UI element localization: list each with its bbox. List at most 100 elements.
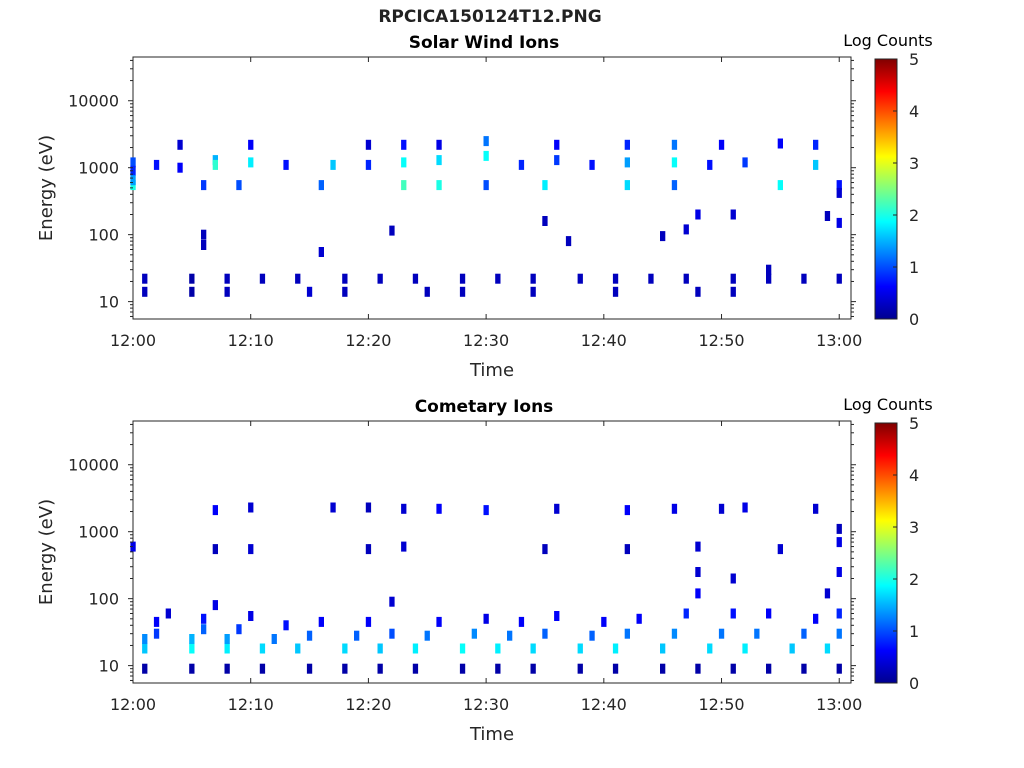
x-tick-label: 12:40 (581, 331, 627, 350)
heatmap-cell (801, 273, 807, 284)
heatmap-cell (671, 628, 678, 639)
heatmap-cell (130, 175, 136, 186)
heatmap-cell (424, 630, 430, 641)
y-axis-label: Energy (eV) (36, 499, 57, 605)
heatmap-cell (707, 643, 713, 654)
heatmap-cell (177, 139, 183, 150)
heatmap-cell (624, 180, 630, 191)
heatmap-cell (589, 630, 595, 641)
heatmap-cell (224, 643, 230, 654)
heatmap-cell (530, 273, 536, 284)
heatmap-cell (130, 165, 136, 176)
heatmap-cell (660, 663, 666, 674)
y-tick-label: 100 (88, 226, 119, 245)
heatmap-cell (483, 505, 489, 516)
heatmap-cell (695, 286, 701, 297)
heatmap-cell (306, 630, 313, 641)
heatmap-cell (671, 180, 678, 191)
x-axis-label: Time (469, 360, 514, 381)
heatmap-cell (777, 180, 783, 191)
heatmap-cell (459, 663, 466, 674)
heatmap-cell (495, 273, 501, 284)
heatmap-cell (130, 157, 136, 168)
heatmap-cell (318, 247, 324, 257)
heatmap-cell (624, 157, 630, 168)
x-tick-label: 12:10 (228, 331, 274, 350)
heatmap-cell (412, 663, 419, 674)
colorbar-tick-label: 0 (909, 674, 919, 693)
heatmap-cell (412, 273, 419, 284)
heatmap-cell (554, 611, 560, 621)
colorbar-tick-label: 1 (909, 622, 919, 641)
heatmap-cell (224, 273, 230, 284)
heatmap-cell (518, 159, 525, 170)
y-tick-label: 1000 (78, 523, 119, 542)
heatmap-cell (401, 503, 407, 514)
heatmap-cell (306, 663, 313, 674)
heatmap-cell (836, 523, 842, 534)
heatmap-cell (660, 231, 666, 242)
heatmap-cell (201, 624, 207, 635)
heatmap-cell (766, 663, 772, 674)
heatmap-cell (259, 663, 266, 674)
heatmap-cell (836, 217, 842, 228)
heatmap-cell (342, 643, 348, 654)
heatmap-cell (318, 180, 324, 191)
heatmap-cell (836, 663, 842, 674)
heatmap-cell (283, 620, 289, 631)
heatmap-cell (707, 159, 713, 170)
heatmap-cell (836, 608, 842, 619)
heatmap-cell (612, 663, 619, 674)
heatmap-cell (612, 286, 619, 297)
y-tick-label: 10000 (68, 456, 119, 475)
heatmap-cell (824, 643, 831, 654)
heatmap-cell (483, 150, 489, 161)
heatmap-cell (718, 139, 725, 150)
heatmap-cell (601, 616, 607, 627)
heatmap-cell (224, 286, 230, 297)
heatmap-cell (212, 544, 218, 555)
heatmap-cell (377, 663, 383, 674)
heatmap-cell (365, 544, 372, 555)
heatmap-cell (671, 139, 678, 150)
heatmap-cell (224, 634, 230, 644)
heatmap-cell (189, 643, 195, 654)
heatmap-cell (236, 180, 242, 191)
heatmap-cell (577, 643, 583, 654)
heatmap-cell (766, 264, 772, 275)
heatmap-cell (813, 503, 819, 514)
heatmap-cell (777, 544, 783, 555)
heatmap-cell (695, 541, 701, 552)
y-tick-label: 10 (99, 293, 119, 312)
heatmap-cell (730, 286, 736, 297)
heatmap-cell (142, 273, 148, 284)
heatmap-cell (612, 273, 619, 284)
heatmap-cell (836, 537, 842, 548)
heatmap-cell (142, 634, 148, 644)
x-tick-label: 12:20 (345, 331, 391, 350)
colorbar-tick-label: 5 (909, 414, 919, 433)
heatmap-cell (365, 616, 372, 627)
heatmap-cell (824, 211, 831, 221)
heatmap-cell (683, 273, 689, 284)
heatmap-cell (495, 663, 501, 674)
heatmap-cell (730, 608, 736, 619)
heatmap-cell (248, 157, 254, 168)
heatmap-cell (789, 643, 795, 654)
heatmap-cell (636, 613, 642, 624)
heatmap-cell (624, 139, 630, 150)
x-tick-label: 12:00 (110, 331, 156, 350)
colorbar (874, 422, 898, 684)
heatmap-cell (259, 273, 266, 284)
heatmap-cell (671, 157, 678, 168)
colorbar-label: Log Counts (843, 31, 933, 50)
panel-title: Solar Wind Ions (409, 33, 560, 53)
heatmap-cell (542, 216, 548, 226)
heatmap-cell (248, 544, 254, 555)
colorbar-tick-label: 1 (909, 258, 919, 277)
heatmap-cell (401, 157, 407, 168)
heatmap-cell (377, 273, 383, 284)
panel-title: Cometary Ions (415, 397, 554, 417)
heatmap-cell (507, 630, 513, 641)
x-tick-label: 12:10 (228, 695, 274, 714)
